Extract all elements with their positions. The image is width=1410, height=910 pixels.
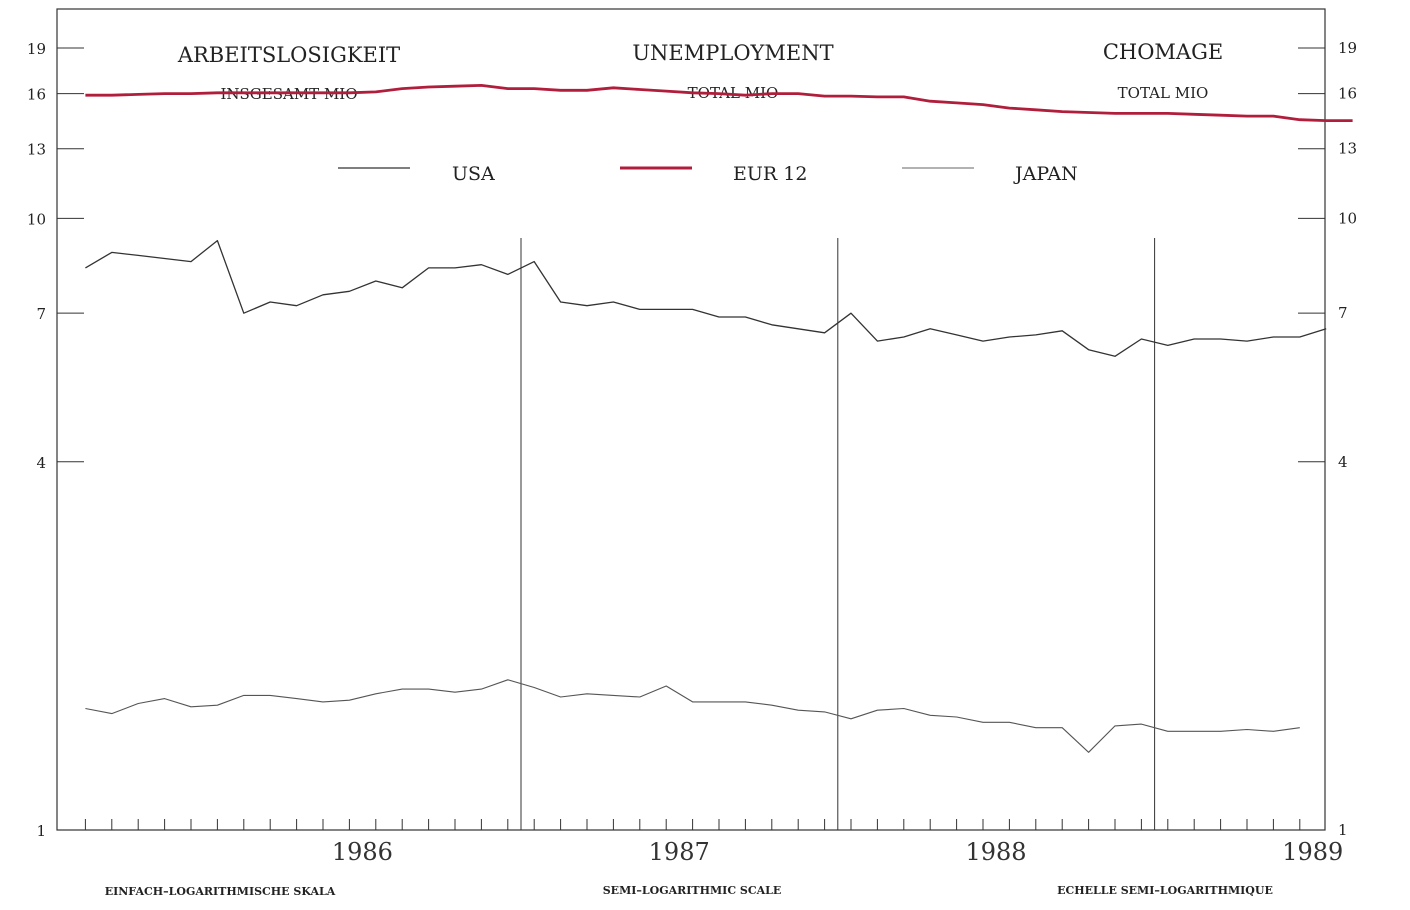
subtitle-french: TOTAL MIO <box>1118 84 1209 102</box>
subtitle-english: TOTAL MIO <box>688 84 779 102</box>
y-tick-label-left-10: 10 <box>27 210 46 228</box>
legend-label-japan: JAPAN <box>1013 163 1078 185</box>
year-label-1988: 1988 <box>965 838 1026 866</box>
series-line-eur12 <box>85 84 1353 122</box>
legend-label-usa: USA <box>452 163 495 185</box>
y-tick-label-right-16: 16 <box>1338 85 1357 103</box>
y-tick-label-right-1: 1 <box>1338 821 1348 839</box>
y-tick-label-left-16: 16 <box>27 86 46 104</box>
year-label-1986: 1986 <box>332 838 393 866</box>
legend-label-eur12: EUR 12 <box>733 163 807 185</box>
y-tick-label-right-13: 13 <box>1338 140 1357 158</box>
y-tick-label-left-19: 19 <box>27 40 46 58</box>
y-tick-label-left-1: 1 <box>36 822 46 840</box>
y-tick-label-right-10: 10 <box>1338 209 1357 227</box>
year-label-1989: 1989 <box>1282 838 1343 866</box>
y-tick-label-left-7: 7 <box>36 305 46 323</box>
y-tick-label-left-4: 4 <box>36 454 46 472</box>
footer-french: ECHELLE SEMI–LOGARITHMIQUE <box>1057 884 1273 897</box>
y-tick-label-right-7: 7 <box>1338 304 1348 322</box>
footer-german: EINFACH–LOGARITHMISCHE SKALA <box>105 885 336 898</box>
y-tick-label-right-4: 4 <box>1338 453 1348 471</box>
year-label-1987: 1987 <box>649 838 710 866</box>
y-tick-label-right-19: 19 <box>1338 39 1357 57</box>
y-tick-label-left-13: 13 <box>27 141 46 159</box>
title-english: UNEMPLOYMENT <box>632 41 833 65</box>
series-line-usa <box>85 239 1327 357</box>
title-french: CHOMAGE <box>1103 40 1223 64</box>
series-line-japan <box>85 679 1300 753</box>
plot-frame <box>56 8 1326 831</box>
legend: USA EUR 12 JAPAN <box>338 163 1078 185</box>
title-german: ARBEITSLOSIGKEIT <box>177 43 400 67</box>
footer-english: SEMI–LOGARITHMIC SCALE <box>603 884 782 897</box>
